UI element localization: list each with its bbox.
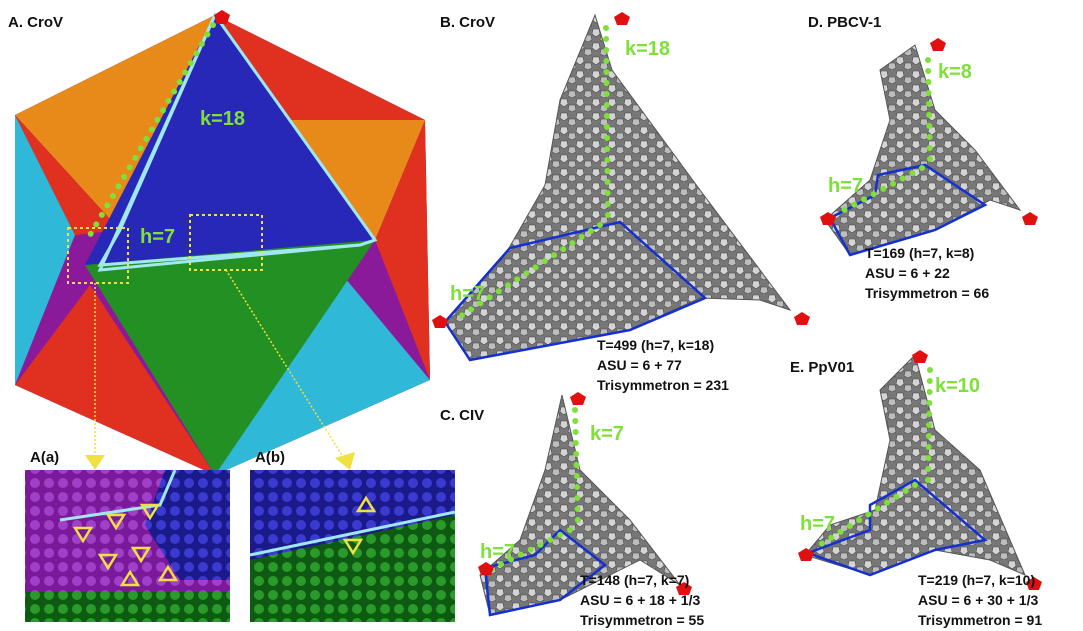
panel-label: A. CroV xyxy=(8,14,63,31)
panel-label: E. PpV01 xyxy=(790,359,854,376)
inset-label: A(a) xyxy=(30,449,59,466)
icosahedron xyxy=(15,10,430,475)
info-line: T=169 (h=7, k=8) xyxy=(865,245,974,261)
inset-a xyxy=(25,469,230,622)
info-line: ASU = 6 + 77 xyxy=(597,357,682,373)
h-label: h=7 xyxy=(450,283,485,305)
info-line: T=499 (h=7, k=18) xyxy=(597,337,714,353)
h-label: h=7 xyxy=(800,513,835,535)
info-line: ASU = 6 + 18 + 1/3 xyxy=(580,592,700,608)
trisymmetron-b xyxy=(432,12,810,362)
inset-label: A(b) xyxy=(255,449,285,466)
k-label: k=8 xyxy=(938,61,972,83)
panel-label: B. CroV xyxy=(440,14,495,31)
info-line: Trisymmetron = 91 xyxy=(918,612,1042,628)
info-line: T=148 (h=7, k=7) xyxy=(580,572,689,588)
info-line: Trisymmetron = 66 xyxy=(865,285,989,301)
k-label: k=18 xyxy=(625,38,670,60)
h-label: h=7 xyxy=(828,175,863,197)
inset-b xyxy=(249,470,456,622)
k-label: k=10 xyxy=(935,375,980,397)
h-label: h=7 xyxy=(140,226,175,248)
panel-label: C. CIV xyxy=(440,407,484,424)
k-label: k=18 xyxy=(200,108,245,130)
trisymmetron-e xyxy=(798,350,1042,590)
panel-label: D. PBCV-1 xyxy=(808,14,881,31)
info-line: T=219 (h=7, k=10) xyxy=(918,572,1035,588)
h-label: h=7 xyxy=(480,541,515,563)
info-line: Trisymmetron = 55 xyxy=(580,612,704,628)
info-line: ASU = 6 + 30 + 1/3 xyxy=(918,592,1038,608)
info-line: ASU = 6 + 22 xyxy=(865,265,950,281)
info-line: Trisymmetron = 231 xyxy=(597,377,729,393)
trisymmetron-c xyxy=(478,392,692,617)
trisymmetron-d xyxy=(820,38,1038,257)
k-label: k=7 xyxy=(590,423,624,445)
